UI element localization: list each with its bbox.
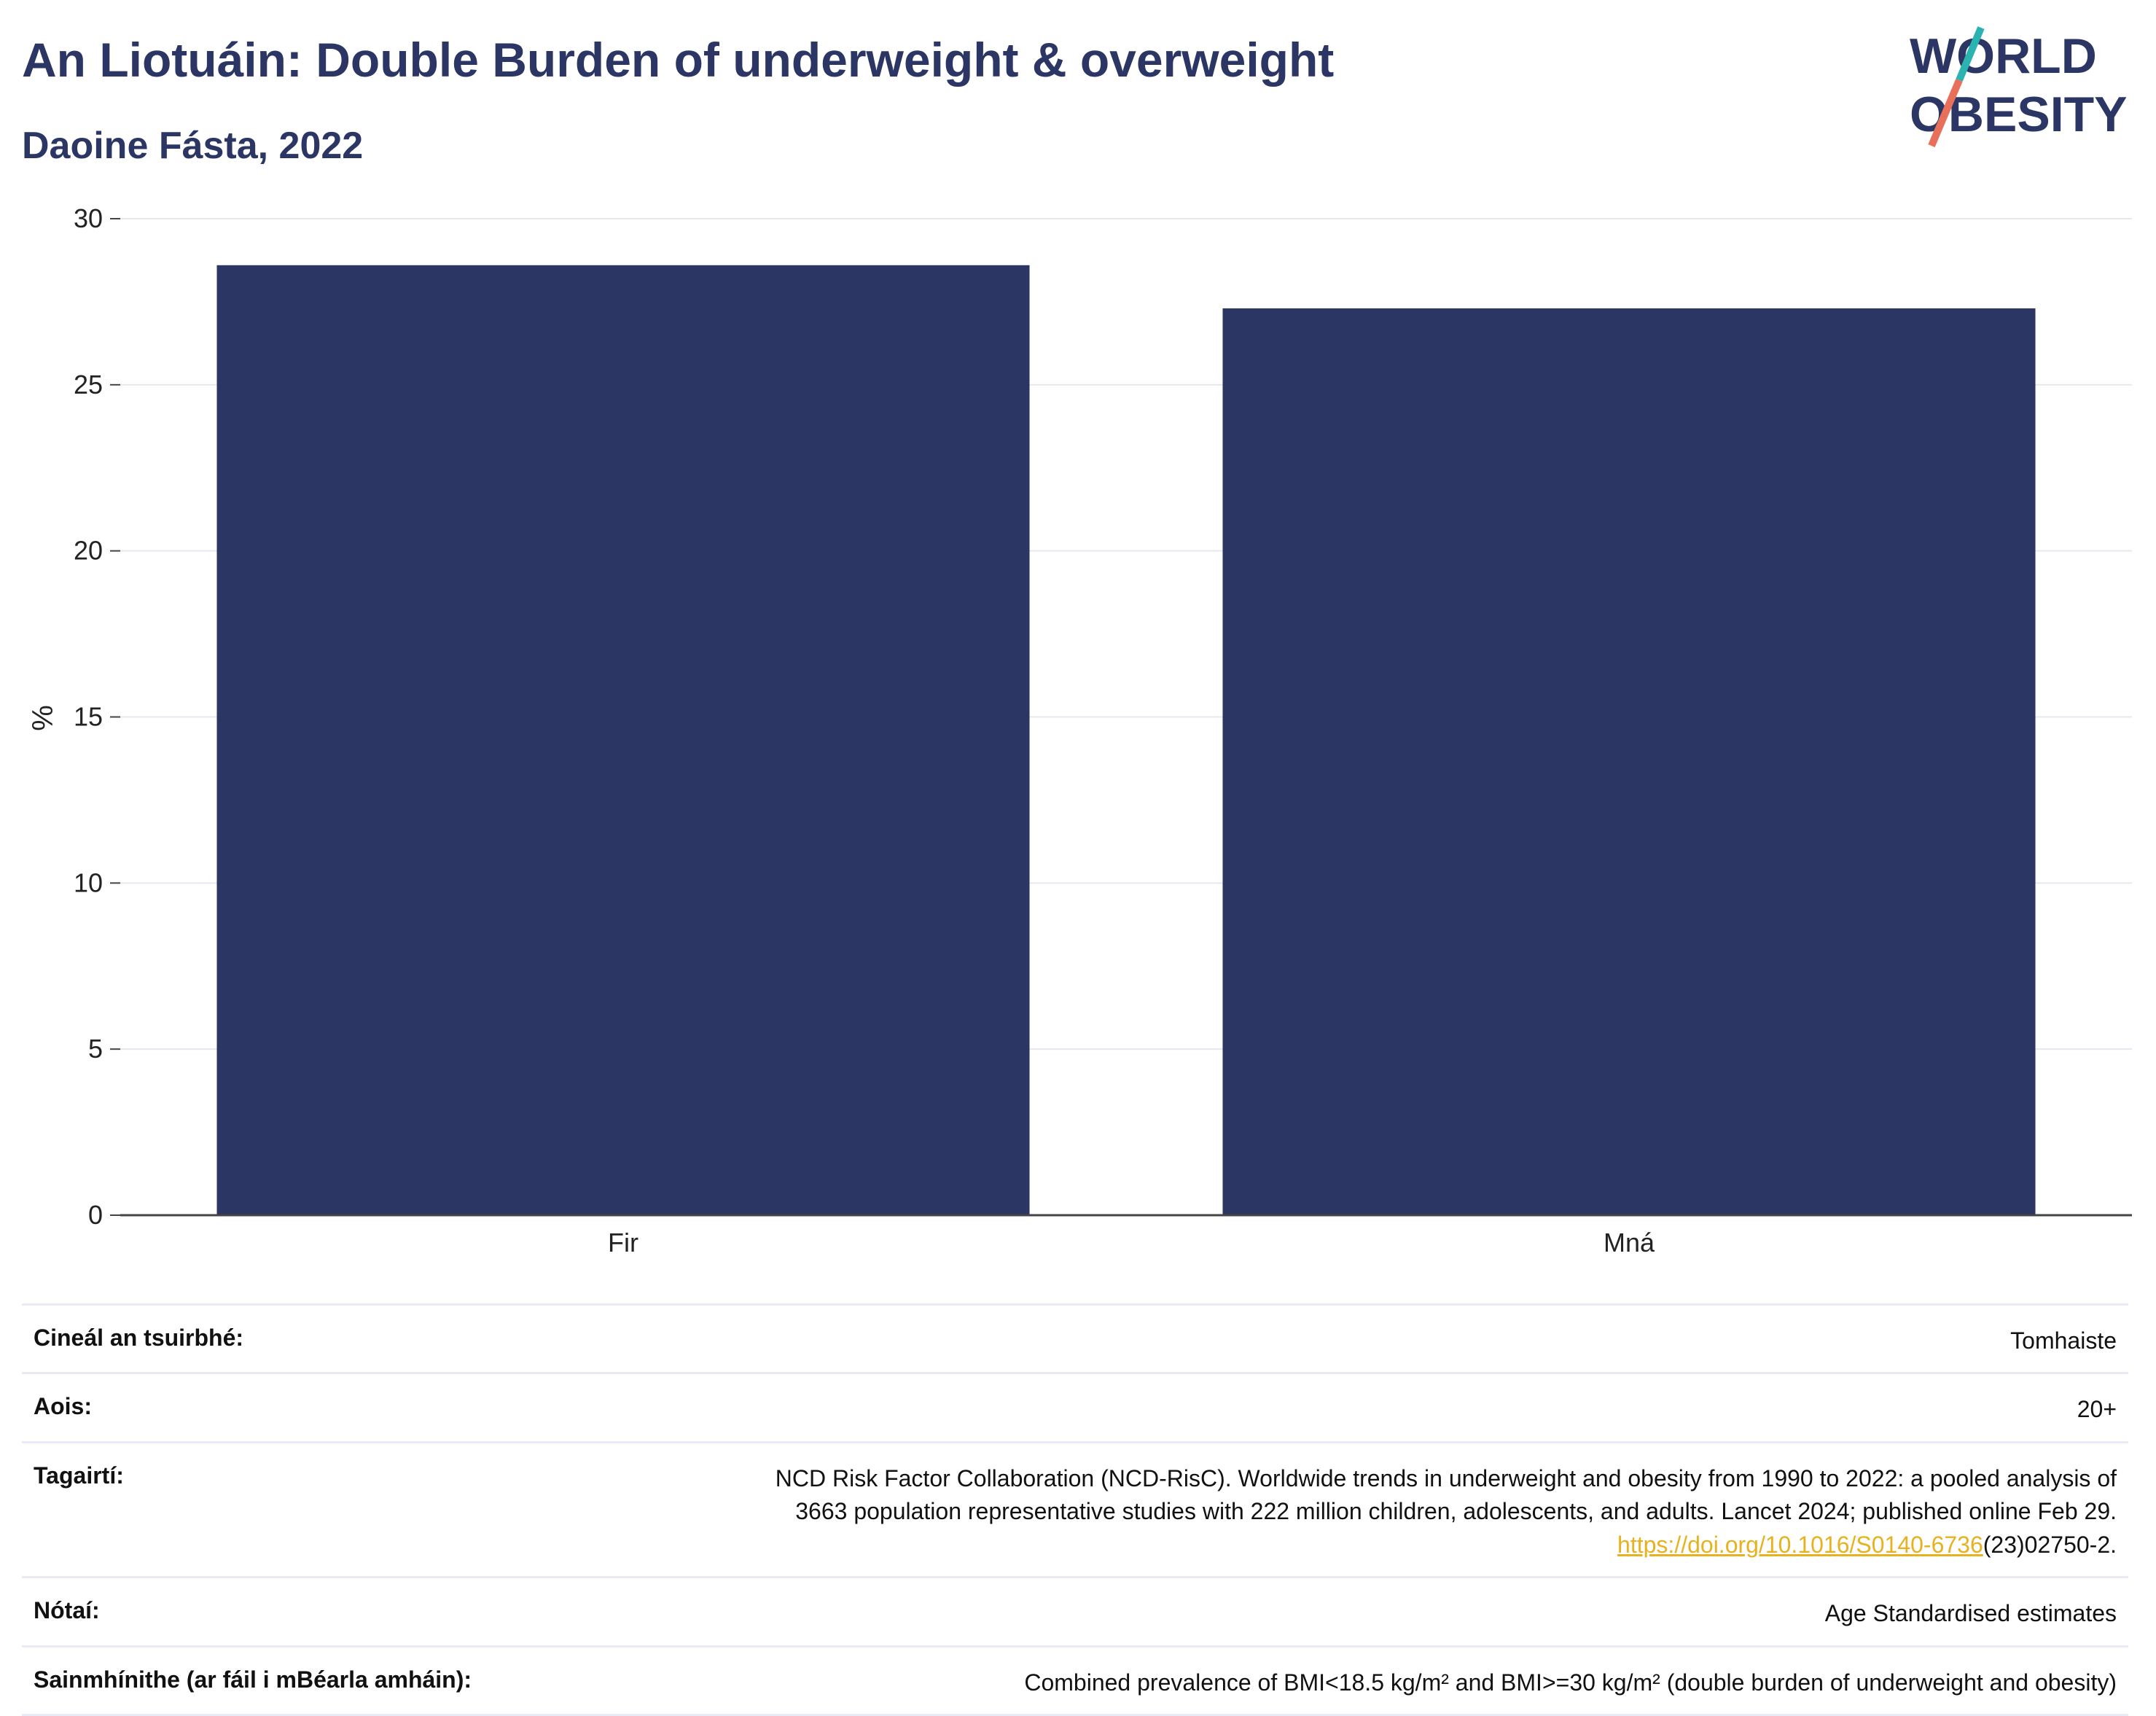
definitions-label: Sainmhínithe (ar fáil i mBéarla amháin): xyxy=(34,1666,472,1693)
age-value: 20+ xyxy=(2077,1396,2117,1423)
bar-0 xyxy=(216,265,1030,1215)
references-line2: 3663 population representative studies w… xyxy=(795,1498,2117,1525)
y-tick-label: 25 xyxy=(74,370,103,399)
y-tick-label: 30 xyxy=(74,203,103,233)
definitions-value: Combined prevalence of BMI<18.5 kg/m² an… xyxy=(1024,1669,2117,1696)
y-tick-label: 15 xyxy=(74,702,103,732)
y-tick-label: 20 xyxy=(74,536,103,566)
references-value: NCD Risk Factor Collaboration (NCD-RisC)… xyxy=(776,1462,2117,1561)
references-line1: NCD Risk Factor Collaboration (NCD-RisC)… xyxy=(775,1465,2117,1491)
world-obesity-logo: WORLD OBESITY xyxy=(1910,26,2128,147)
y-tick-label: 10 xyxy=(74,867,103,897)
info-row-survey: Cineál an tsuirbhé: Tomhaiste xyxy=(22,1303,2128,1372)
references-doi-tail: (23)02750-2. xyxy=(1983,1531,2117,1558)
survey-type-value: Tomhaiste xyxy=(2010,1327,2117,1354)
x-tick-label: Mná xyxy=(1604,1228,1655,1257)
chart-subtitle: Daoine Fásta, 2022 xyxy=(22,125,364,167)
info-row-definitions: Sainmhínithe (ar fáil i mBéarla amháin):… xyxy=(22,1645,2128,1716)
age-label: Aois: xyxy=(34,1393,92,1420)
info-table: Cineál an tsuirbhé: Tomhaiste Aois: 20+ … xyxy=(22,1303,2128,1716)
info-row-references: Tagairtí: NCD Risk Factor Collaboration … xyxy=(22,1440,2128,1576)
y-ticks: 0 5 10 15 20 25 30 xyxy=(74,203,120,1230)
bar-chart: % 0 5 10 15 20 25 30 Fir Mná xyxy=(27,203,2132,1257)
info-row-notes: Nótaí: Age Standardised estimates xyxy=(22,1576,2128,1645)
notes-label: Nótaí: xyxy=(34,1597,100,1624)
logo-slash-coral xyxy=(1928,79,1963,147)
info-row-age: Aois: 20+ xyxy=(22,1372,2128,1440)
x-ticks: Fir Mná xyxy=(608,1228,1655,1257)
logo-line1: WORLD xyxy=(1910,28,2097,84)
x-tick-label: Fir xyxy=(608,1228,638,1257)
bar-1 xyxy=(1222,308,2036,1215)
y-tick-label: 0 xyxy=(88,1200,103,1230)
bars xyxy=(216,265,2036,1215)
survey-type-label: Cineál an tsuirbhé: xyxy=(34,1325,244,1351)
chart-title: An Liotuáin: Double Burden of underweigh… xyxy=(22,33,1335,87)
y-axis-label: % xyxy=(27,705,59,731)
references-doi-link[interactable]: https://doi.org/10.1016/S0140-6736 xyxy=(1617,1531,1983,1558)
logo-slash-teal xyxy=(1956,26,1985,82)
references-label: Tagairtí: xyxy=(34,1462,124,1489)
notes-value: Age Standardised estimates xyxy=(1824,1600,2117,1627)
y-tick-label: 5 xyxy=(88,1034,103,1064)
